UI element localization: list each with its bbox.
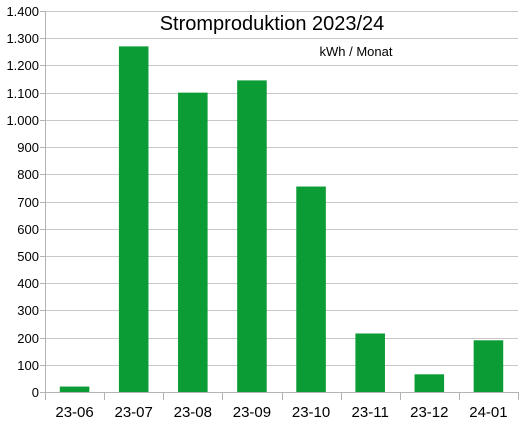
bar-23-06 [59,386,90,392]
y-tick-label: 1.100 [6,86,39,101]
x-tick-label: 23-06 [55,404,93,421]
chart-subtitle: kWh / Monat [320,44,393,59]
bars [59,46,504,393]
y-tick-label: 1.400 [6,4,39,19]
y-tick-label: 600 [17,222,39,237]
x-tick-labels: 23-06 23-07 23-08 23-09 23-10 23-11 23-12 24-01 [55,404,507,421]
y-tick-label: 1.200 [6,58,39,73]
bar-24-01 [473,340,504,392]
y-tick-label: 100 [17,358,39,373]
y-tick-label: 500 [17,249,39,264]
x-tick-label: 23-09 [233,404,271,421]
bar-23-08 [178,92,208,393]
bar-23-09 [237,80,267,393]
bar-23-10 [296,186,326,392]
x-tick-label: 24-01 [469,404,507,421]
x-tick-label: 23-08 [174,404,212,421]
x-tick-label: 23-07 [115,404,153,421]
y-tick-labels: 0 100 200 300 400 500 600 700 800 900 1.000 1.100 1.… [6,4,39,400]
y-tick-label: 400 [17,276,39,291]
axes [40,11,519,400]
bar-23-12 [414,374,445,392]
y-tick-label: 900 [17,140,39,155]
x-tick-label: 23-11 [352,404,389,421]
y-tick-label: 800 [17,167,39,182]
y-tick-label: 200 [17,331,39,346]
y-tick-label: 700 [17,195,39,210]
bar-23-11 [355,333,385,392]
y-tick-label: 0 [32,385,39,400]
y-tick-label: 1.000 [6,113,39,128]
chart-title: Stromproduktion 2023/24 [160,13,385,35]
bar-23-07 [118,46,149,392]
x-tick-label: 23-10 [292,404,330,421]
y-tick-label: 1.300 [6,31,39,46]
y-tick-label: 300 [17,303,39,318]
x-tick-label: 23-12 [410,404,448,421]
grid-lines [45,11,518,366]
